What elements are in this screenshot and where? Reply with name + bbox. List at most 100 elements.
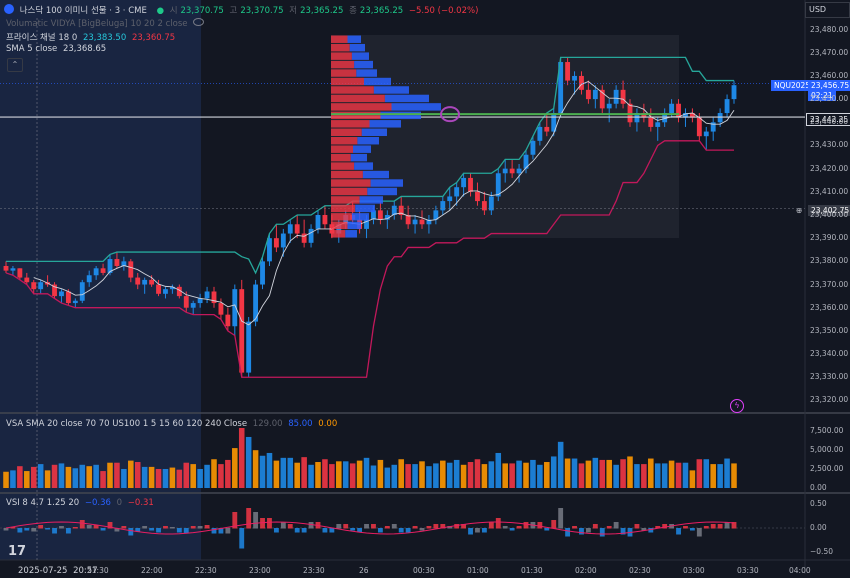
- candle-body: [93, 268, 99, 276]
- vsi-bar: [121, 526, 127, 529]
- vsi-bar: [93, 525, 99, 529]
- sma-value: 23,368.65: [62, 44, 107, 54]
- vsi-bar: [301, 528, 307, 533]
- candle-body: [211, 291, 217, 304]
- vsi-legend[interactable]: VSI 8 4.7 1.25 20 −0.36 0 −0.31: [6, 498, 157, 508]
- x-tick-label: 26: [359, 566, 369, 575]
- currency-button[interactable]: USD: [805, 2, 850, 18]
- vsi-bar: [454, 524, 460, 529]
- volume-profile-bar: [331, 213, 352, 221]
- x-tick-label: 04:00: [789, 566, 811, 575]
- vidya-legend[interactable]: Volumatic VIDYA [BigBeluga] 10 20 2 clos…: [6, 18, 207, 29]
- volume-bar: [245, 436, 252, 488]
- vsi-bar: [606, 526, 612, 529]
- candle-body: [253, 284, 259, 322]
- candle-body: [197, 298, 203, 304]
- volume-profile-bar: [331, 69, 357, 77]
- candle-body: [232, 289, 238, 327]
- symbol-name[interactable]: 나스닥 100 이미니 선물 · 3 · CME: [19, 6, 147, 16]
- add-alert-icon[interactable]: ⊕: [796, 206, 803, 215]
- vsi-bar: [350, 528, 356, 531]
- vsi-value-1: −0.36: [84, 498, 111, 508]
- volume-bar: [502, 463, 508, 488]
- volume-bar: [668, 460, 675, 488]
- volume-bar: [37, 464, 44, 488]
- candle-body: [267, 238, 272, 262]
- vsi-bar: [683, 526, 688, 529]
- volume-bar: [141, 466, 148, 488]
- volume-bar: [114, 462, 120, 488]
- sma-line: [33, 80, 735, 326]
- vsi-bar: [516, 526, 522, 529]
- volume-bar: [342, 461, 349, 488]
- volume-bar: [620, 459, 626, 488]
- candle-body: [405, 215, 411, 225]
- candle-body: [502, 168, 508, 174]
- candle-body: [246, 321, 252, 373]
- volume-bar: [634, 464, 640, 488]
- volume-bar: [648, 458, 654, 488]
- lightning-icon[interactable]: ϟ: [730, 399, 744, 413]
- volume-bar: [252, 450, 259, 488]
- vsi-bar: [128, 528, 134, 536]
- candle-body: [114, 259, 120, 266]
- vsi-bar: [357, 528, 363, 533]
- vsi-bar: [287, 524, 293, 529]
- vsi-bar: [696, 528, 702, 537]
- vsi-bar: [31, 528, 37, 532]
- volume-bar: [225, 459, 231, 488]
- volume-tick-label: 2,500.00: [810, 464, 844, 473]
- volume-profile-bar: [331, 137, 358, 145]
- candle-body: [100, 268, 106, 273]
- sma-legend[interactable]: SMA 5 close 23,368.65: [6, 44, 109, 54]
- volume-profile-bar: [331, 128, 362, 136]
- volume-profile-bar: [331, 153, 351, 162]
- collapse-legend-button[interactable]: ⌃: [7, 58, 23, 72]
- volume-profile-bar: [353, 145, 371, 153]
- vsi-bar: [405, 528, 411, 533]
- vsi-bar: [218, 528, 224, 534]
- candle-body: [31, 282, 37, 290]
- candle-body: [128, 261, 134, 278]
- x-tick-label: 23:30: [303, 566, 325, 575]
- volume-bar: [550, 456, 557, 488]
- candle-body: [419, 219, 425, 225]
- volume-profile-bar: [384, 94, 429, 103]
- candle-body: [294, 224, 300, 234]
- vsi-bar: [24, 528, 30, 531]
- vsi-bar: [204, 525, 210, 529]
- candle-body: [163, 289, 168, 294]
- volume-bar: [710, 464, 716, 488]
- vsi-bar: [398, 528, 404, 533]
- vsa-legend[interactable]: VSA SMA 20 close 70 70 US100 1 5 15 60 1…: [6, 419, 340, 429]
- vsi-bar: [377, 528, 383, 533]
- vsi-bar: [717, 524, 723, 529]
- volume-bar: [419, 461, 425, 488]
- candle-body: [731, 85, 737, 100]
- candle-body: [371, 210, 376, 220]
- vsi-bar: [135, 528, 141, 532]
- volume-bar: [703, 459, 710, 488]
- volume-profile-bar: [351, 52, 369, 60]
- high-label: 고: [229, 6, 238, 16]
- hidden-eye-icon[interactable]: [192, 18, 204, 26]
- channel-legend[interactable]: 프라이스 채널 18 0 23,383.50 23,360.75: [6, 31, 178, 43]
- volume-profile-bar: [331, 170, 363, 179]
- volume-bar: [100, 471, 106, 488]
- line-price-tag-1[interactable]: 23,442.25: [806, 113, 850, 126]
- cme-logo-icon: [4, 4, 14, 14]
- volume-bar: [384, 467, 391, 488]
- volume-bar: [204, 464, 210, 488]
- channel-upper-value: 23,383.50: [82, 33, 127, 43]
- volume-bar: [273, 460, 280, 488]
- vsi-bar: [613, 522, 619, 529]
- volume-profile-bar: [362, 170, 389, 179]
- vsi-bar: [72, 527, 78, 529]
- x-tick-label: 01:30: [521, 566, 543, 575]
- line-price-tag-2[interactable]: 23,402.75: [808, 205, 850, 216]
- volume-bar: [128, 460, 134, 488]
- volume-bar: [169, 467, 176, 488]
- vsi-bar: [426, 526, 432, 529]
- vsi-bar: [433, 524, 439, 529]
